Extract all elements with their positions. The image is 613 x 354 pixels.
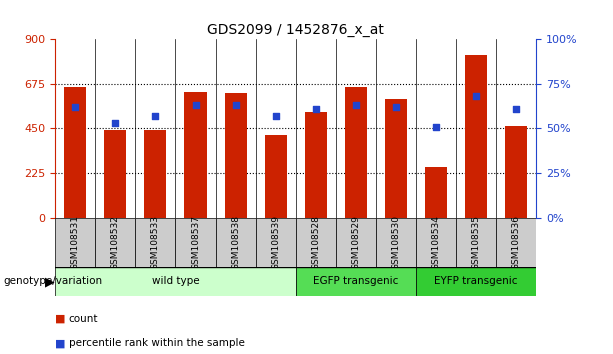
Bar bbox=[376, 218, 416, 267]
Text: EGFP transgenic: EGFP transgenic bbox=[313, 276, 398, 286]
Point bbox=[110, 120, 120, 126]
Point bbox=[230, 102, 240, 108]
Bar bbox=[95, 218, 135, 267]
Bar bbox=[305, 113, 327, 218]
Point bbox=[271, 113, 281, 119]
Text: GSM108537: GSM108537 bbox=[191, 215, 200, 270]
Text: ■: ■ bbox=[55, 338, 66, 348]
Bar bbox=[505, 126, 527, 218]
Bar bbox=[385, 98, 407, 218]
Bar bbox=[185, 92, 207, 218]
Bar bbox=[224, 93, 246, 218]
Bar bbox=[55, 267, 295, 296]
Text: wild type: wild type bbox=[151, 276, 199, 286]
Text: GSM108534: GSM108534 bbox=[432, 215, 441, 270]
Text: GSM108532: GSM108532 bbox=[111, 215, 120, 270]
Bar bbox=[265, 135, 287, 218]
Point bbox=[511, 106, 521, 112]
Text: ■: ■ bbox=[55, 314, 66, 324]
Text: GSM108536: GSM108536 bbox=[512, 215, 521, 270]
Point bbox=[351, 102, 361, 108]
Bar bbox=[216, 218, 256, 267]
Text: GSM108533: GSM108533 bbox=[151, 215, 160, 270]
Bar bbox=[104, 130, 126, 218]
Bar bbox=[295, 267, 416, 296]
Bar bbox=[295, 218, 336, 267]
Bar bbox=[345, 87, 367, 218]
Bar bbox=[175, 218, 216, 267]
Point bbox=[311, 106, 321, 112]
Point bbox=[151, 113, 161, 119]
Bar bbox=[416, 267, 536, 296]
Title: GDS2099 / 1452876_x_at: GDS2099 / 1452876_x_at bbox=[207, 23, 384, 36]
Text: GSM108539: GSM108539 bbox=[271, 215, 280, 270]
Bar bbox=[55, 218, 95, 267]
Bar bbox=[465, 55, 487, 218]
Bar bbox=[135, 218, 175, 267]
Text: GSM108530: GSM108530 bbox=[392, 215, 400, 270]
Point bbox=[471, 93, 481, 99]
Bar bbox=[336, 218, 376, 267]
Text: EYFP transgenic: EYFP transgenic bbox=[435, 276, 518, 286]
Text: ▶: ▶ bbox=[45, 275, 55, 288]
Text: genotype/variation: genotype/variation bbox=[3, 276, 102, 286]
Point bbox=[70, 104, 80, 110]
Text: count: count bbox=[69, 314, 98, 324]
Text: GSM108531: GSM108531 bbox=[70, 215, 80, 270]
Bar bbox=[256, 218, 295, 267]
Bar bbox=[497, 218, 536, 267]
Text: GSM108529: GSM108529 bbox=[351, 215, 360, 270]
Text: GSM108528: GSM108528 bbox=[311, 215, 321, 270]
Point bbox=[431, 124, 441, 129]
Bar bbox=[456, 218, 497, 267]
Bar bbox=[425, 167, 447, 218]
Bar bbox=[64, 87, 86, 218]
Bar bbox=[145, 130, 167, 218]
Text: GSM108538: GSM108538 bbox=[231, 215, 240, 270]
Point bbox=[391, 104, 401, 110]
Bar bbox=[416, 218, 456, 267]
Point bbox=[191, 102, 200, 108]
Text: GSM108535: GSM108535 bbox=[472, 215, 481, 270]
Text: percentile rank within the sample: percentile rank within the sample bbox=[69, 338, 245, 348]
